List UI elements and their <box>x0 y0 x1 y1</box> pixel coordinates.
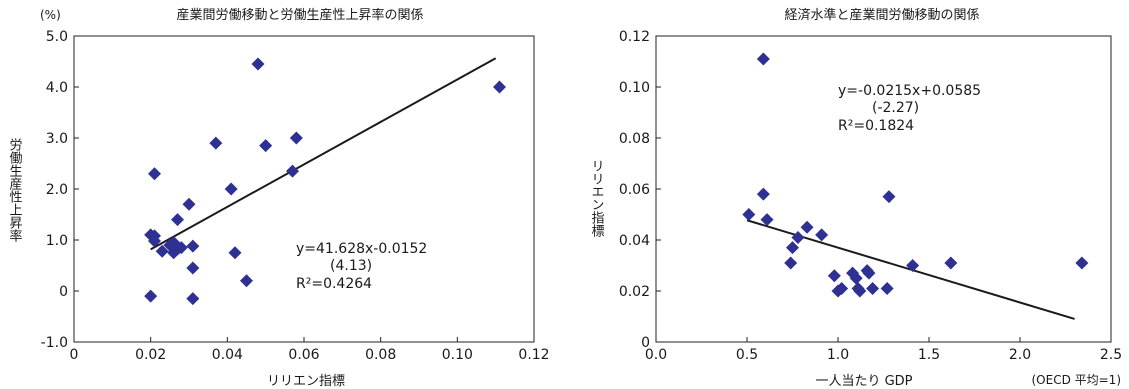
data-point <box>784 256 798 270</box>
data-point <box>827 269 841 283</box>
axis-ticks: 0.0 0.5 1.0 1.5 2.0 2.5 0 0.02 0.04 0.06 0.08 0.10 0… <box>619 29 1122 363</box>
data-point <box>289 131 303 145</box>
data-point <box>171 213 184 227</box>
data-point <box>182 197 196 211</box>
x-axis-note: (OECD 平均=1) <box>1031 373 1121 387</box>
regression-equation: y=41.628x-0.0152 <box>296 241 427 257</box>
axis-ticks: 0 0.02 0.04 0.06 0.08 0.10 0.12-1.001.02.03.04… <box>41 29 550 363</box>
x-tick-label: 0.04 <box>212 347 243 363</box>
y-tick-label: 0.12 <box>619 29 650 45</box>
data-point <box>862 266 876 280</box>
regression-t-value: (4.13) <box>330 258 372 274</box>
data-point <box>259 139 273 153</box>
y-tick-label: 4.0 <box>46 80 68 96</box>
data-point <box>742 208 756 221</box>
data-point <box>853 284 867 298</box>
data-point <box>815 228 829 242</box>
y-tick-label: 0.10 <box>619 80 650 96</box>
data-points <box>742 52 1089 298</box>
x-tick-label: 0 <box>70 347 79 363</box>
data-point <box>144 289 158 303</box>
x-tick-label: 1.5 <box>918 347 940 363</box>
x-axis-label: リリエン指標 <box>267 374 345 389</box>
x-tick-label: 0.02 <box>135 347 166 363</box>
data-point <box>906 259 920 272</box>
data-point <box>791 230 805 244</box>
data-point <box>148 167 161 181</box>
x-tick-label: 2.0 <box>1009 347 1031 363</box>
data-point <box>186 239 200 253</box>
regression-r2: R²=0.4264 <box>296 276 372 292</box>
y-axis-label: 労働生産性上昇率 <box>7 138 23 242</box>
data-point <box>880 281 894 295</box>
data-point <box>760 213 774 227</box>
data-point <box>786 241 799 255</box>
data-point <box>186 292 200 306</box>
data-point <box>849 271 863 285</box>
data-point <box>800 220 814 234</box>
x-tick-label: 0.12 <box>518 347 549 363</box>
y-tick-label: 1.0 <box>46 233 68 249</box>
y-tick-label: 0.08 <box>619 131 650 147</box>
y-axis-label: リリエン指標 <box>589 159 605 237</box>
x-tick-label: 0.06 <box>288 347 319 363</box>
data-point <box>1075 256 1089 270</box>
trend-line <box>150 57 497 251</box>
y-tick-label: 0.06 <box>619 182 650 198</box>
data-point <box>493 80 506 94</box>
data-point <box>209 136 223 150</box>
x-tick-label: 0.0 <box>645 347 667 363</box>
y-unit-label: (%) <box>40 8 61 22</box>
chart-productivity-vs-lilien: 産業間労働移動と労働生産性上昇率の関係 (%) リリエン指標 労働生産性上昇率 … <box>7 7 550 389</box>
data-point <box>944 256 958 270</box>
regression-equation: y=-0.0215x+0.0585 <box>838 83 981 99</box>
data-points <box>144 57 506 306</box>
data-point <box>756 52 770 66</box>
data-point <box>835 281 849 295</box>
y-tick-label: -1.0 <box>41 335 68 351</box>
data-point <box>186 261 200 275</box>
y-tick-label: 0 <box>641 335 650 351</box>
x-tick-label: 0.08 <box>365 347 396 363</box>
data-point <box>155 244 169 258</box>
data-point <box>228 246 242 260</box>
data-point <box>148 234 161 248</box>
x-tick-label: 0.5 <box>736 347 758 363</box>
x-tick-label: 1.0 <box>827 347 849 363</box>
chart-title: 産業間労働移動と労働生産性上昇率の関係 <box>176 7 423 23</box>
x-axis-label: 一人当たり GDP <box>815 374 912 389</box>
chart-title: 経済水準と産業間労働移動の関係 <box>784 7 979 23</box>
y-tick-label: 2.0 <box>46 182 68 198</box>
data-point <box>756 187 770 201</box>
x-tick-label: 0.10 <box>442 347 473 363</box>
y-tick-label: 0.04 <box>619 233 650 249</box>
plot-frame <box>73 35 535 343</box>
regression-t-value: (-2.27) <box>872 100 919 116</box>
data-point <box>240 274 253 288</box>
x-tick-label: 2.5 <box>1100 347 1122 363</box>
data-point <box>251 57 265 71</box>
y-tick-label: 3.0 <box>46 131 68 147</box>
y-tick-label: 0 <box>59 284 68 300</box>
data-point <box>866 281 880 295</box>
data-point <box>174 241 188 255</box>
data-point <box>286 164 299 178</box>
regression-r2: R²=0.1824 <box>838 118 914 134</box>
data-point <box>224 182 238 196</box>
plot-frame <box>655 35 1112 343</box>
y-tick-label: 0.02 <box>619 284 650 300</box>
data-point <box>882 190 896 204</box>
y-tick-label: 5.0 <box>46 29 68 45</box>
chart-lilien-vs-gdp: 経済水準と産業間労働移動の関係 一人当たり GDP (OECD 平均=1) リリ… <box>589 7 1123 389</box>
